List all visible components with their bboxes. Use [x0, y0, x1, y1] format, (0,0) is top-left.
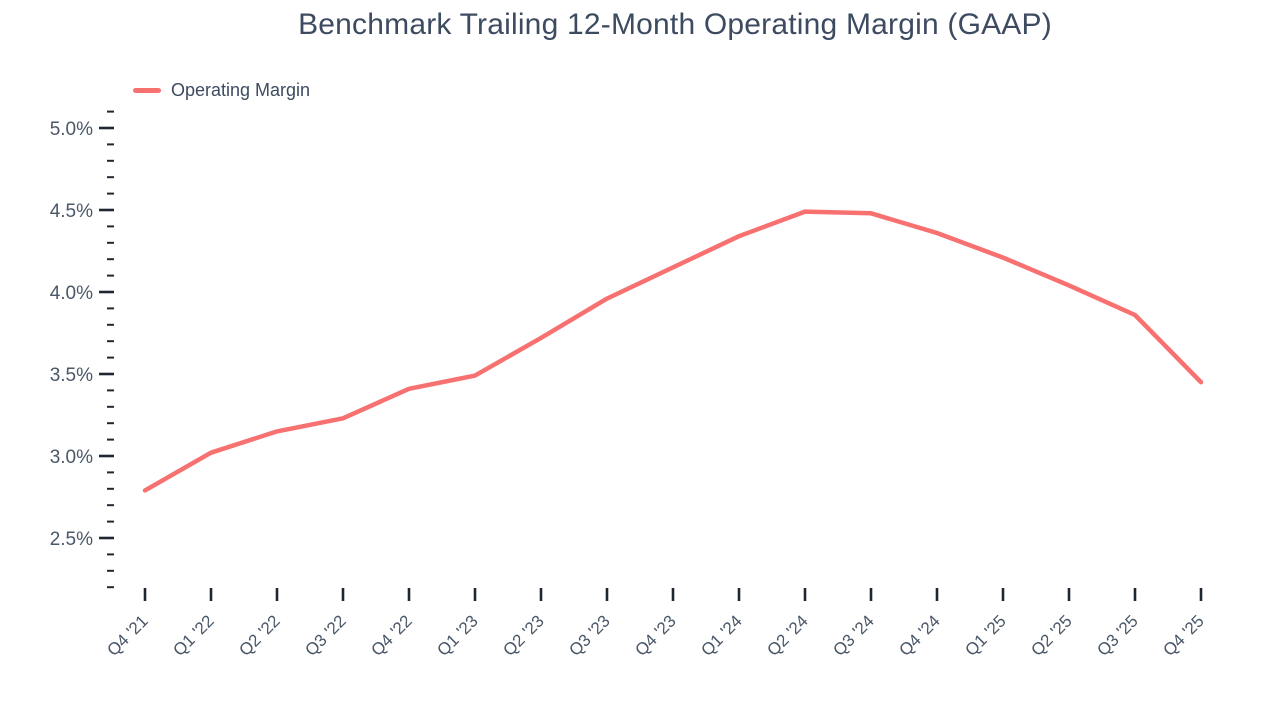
y-axis-label: 4.5%: [50, 201, 93, 222]
x-axis-label: Q2 '24: [763, 611, 811, 659]
x-axis-label: Q4 '21: [103, 611, 151, 659]
chart-title: Benchmark Trailing 12-Month Operating Ma…: [298, 8, 1052, 41]
x-axis-label: Q3 '23: [565, 611, 613, 659]
x-axis-label: Q1 '22: [169, 611, 217, 659]
x-axis-label: Q3 '25: [1093, 611, 1141, 659]
x-axis-label: Q2 '22: [235, 611, 283, 659]
series-line-operating-margin: [142, 209, 1204, 493]
x-axis-label: Q2 '25: [1027, 611, 1075, 659]
x-axis-label: Q4 '24: [895, 611, 943, 659]
y-axis-label: 4.0%: [50, 283, 93, 304]
x-axis-label: Q3 '22: [301, 611, 349, 659]
y-axis-label: 2.5%: [50, 529, 93, 550]
y-axis-label: 3.5%: [50, 365, 93, 386]
legend-line-swatch: [133, 88, 161, 93]
x-axis-label: Q4 '23: [631, 611, 679, 659]
x-axis-label: Q4 '22: [367, 611, 415, 659]
x-axis-label: Q2 '23: [499, 611, 547, 659]
y-axis-label: 5.0%: [50, 119, 93, 140]
x-axis-label: Q1 '23: [433, 611, 481, 659]
x-axis-label: Q1 '25: [961, 611, 1009, 659]
legend: Operating Margin: [133, 80, 310, 101]
x-axis-label: Q1 '24: [697, 611, 745, 659]
legend-item-operating-margin[interactable]: Operating Margin: [133, 80, 310, 101]
legend-label: Operating Margin: [171, 80, 311, 100]
y-axis-label: 3.0%: [50, 447, 93, 468]
x-axis-label: Q4 '25: [1159, 611, 1207, 659]
x-axis-label: Q3 '24: [829, 611, 877, 659]
